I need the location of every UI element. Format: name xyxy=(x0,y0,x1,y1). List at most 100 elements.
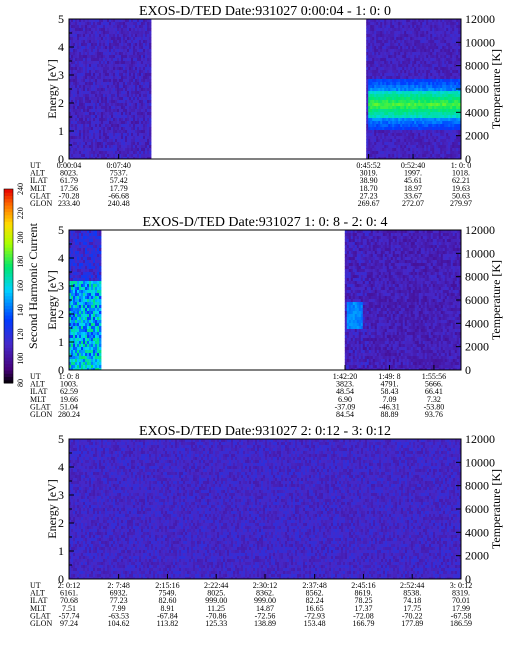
heatmap-cell xyxy=(452,142,455,146)
heatmap-cell xyxy=(119,73,122,77)
heatmap-cell xyxy=(103,34,106,38)
heatmap-cell xyxy=(139,64,142,68)
heatmap-cell xyxy=(127,58,130,62)
heatmap-cell xyxy=(422,112,425,116)
heatmap-cell xyxy=(412,82,415,86)
heatmap-cell xyxy=(87,368,90,370)
heatmap-cell xyxy=(452,79,455,83)
heatmap-cell xyxy=(95,260,98,264)
heatmap-cell xyxy=(386,109,389,113)
heatmap-cell xyxy=(111,34,114,38)
heatmap-cell xyxy=(127,103,130,107)
heatmap-cell xyxy=(147,73,150,77)
heatmap-cell xyxy=(95,347,98,351)
heatmap-cell xyxy=(85,148,88,152)
heatmap-cell xyxy=(434,25,437,29)
heatmap-cell xyxy=(384,49,387,53)
heatmap-cell xyxy=(410,88,413,92)
heatmap-cell xyxy=(366,22,369,26)
heatmap-cell xyxy=(396,19,399,23)
heatmap-cell xyxy=(79,347,82,351)
heatmap-cell xyxy=(125,73,128,77)
heatmap-cell xyxy=(400,28,403,32)
heatmap-cell xyxy=(115,103,118,107)
heatmap-cell xyxy=(119,85,122,89)
heatmap-cell xyxy=(448,151,451,155)
heatmap-cell xyxy=(141,40,144,44)
heatmap-cell xyxy=(438,121,441,125)
heatmap-cell xyxy=(372,103,375,107)
heatmap-cell xyxy=(129,67,132,71)
heatmap-cell xyxy=(442,64,445,68)
heatmap-cell xyxy=(428,49,431,53)
heatmap-cell xyxy=(85,284,88,288)
heatmap-cell xyxy=(374,127,377,131)
heatmap-cell xyxy=(366,112,369,116)
heatmap-cell xyxy=(75,290,78,294)
heatmap-cell xyxy=(366,43,369,47)
heatmap-cell xyxy=(408,133,411,137)
heatmap-cell xyxy=(83,299,86,303)
heatmap-cell xyxy=(83,76,86,80)
heatmap-cell xyxy=(410,133,413,137)
heatmap-cell xyxy=(77,368,80,370)
heatmap-cell xyxy=(71,67,74,71)
orbit-value: 0:45:52 xyxy=(356,161,380,170)
heatmap-cell xyxy=(442,115,445,119)
heatmap-cell xyxy=(384,148,387,152)
heatmap-cell xyxy=(380,79,383,83)
heatmap-cell xyxy=(149,46,152,50)
heatmap-cell xyxy=(79,139,82,143)
heatmap-cell xyxy=(388,130,391,134)
heatmap-cell xyxy=(372,154,375,158)
heatmap-cell xyxy=(422,136,425,140)
heatmap-cell xyxy=(414,31,417,35)
heatmap-cell xyxy=(127,136,130,140)
heatmap-cell xyxy=(91,329,94,333)
heatmap-cell xyxy=(442,109,445,113)
heatmap-cell xyxy=(382,49,385,53)
heatmap-cell xyxy=(396,115,399,119)
heatmap-cell xyxy=(113,127,116,131)
heatmap-cell xyxy=(420,79,423,83)
heatmap-cell xyxy=(115,142,118,146)
heatmap-cell xyxy=(380,31,383,35)
heatmap-cell xyxy=(89,22,92,26)
heatmap-cell xyxy=(372,118,375,122)
heatmap-cell xyxy=(89,136,92,140)
heatmap-cell xyxy=(412,100,415,104)
heatmap-cell xyxy=(426,49,429,53)
heatmap-cell xyxy=(91,239,94,243)
heatmap-cell xyxy=(450,67,453,71)
heatmap-cell xyxy=(91,79,94,83)
heatmap-cell xyxy=(432,151,435,155)
heatmap-cell xyxy=(125,91,128,95)
heatmap-cell xyxy=(452,76,455,80)
heatmap-cell xyxy=(85,43,88,47)
heatmap-cell xyxy=(69,121,72,125)
heatmap-cell xyxy=(87,248,90,252)
heatmap-cell xyxy=(87,359,90,363)
heatmap-cell xyxy=(75,311,78,315)
heatmap-cell xyxy=(125,34,128,38)
heatmap-cell xyxy=(81,284,84,288)
heatmap-cell xyxy=(115,94,118,98)
heatmap-cell xyxy=(89,248,92,252)
heatmap-cell xyxy=(368,133,371,137)
heatmap-cell xyxy=(75,332,78,336)
heatmap-cell xyxy=(121,67,124,71)
heatmap-cell xyxy=(97,118,100,122)
heatmap-cell xyxy=(422,157,425,159)
heatmap-cell xyxy=(390,46,393,50)
heatmap-cell xyxy=(436,151,439,155)
heatmap-cell xyxy=(400,79,403,83)
heatmap-cell xyxy=(428,124,431,128)
heatmap-cell xyxy=(127,145,130,149)
heatmap-cell xyxy=(458,136,461,140)
heatmap-cell xyxy=(99,290,102,294)
heatmap-cell xyxy=(404,19,407,23)
heatmap-cell xyxy=(71,127,74,131)
heatmap-cell xyxy=(450,121,453,125)
heatmap-cell xyxy=(398,148,401,152)
heatmap-cell xyxy=(83,329,86,333)
